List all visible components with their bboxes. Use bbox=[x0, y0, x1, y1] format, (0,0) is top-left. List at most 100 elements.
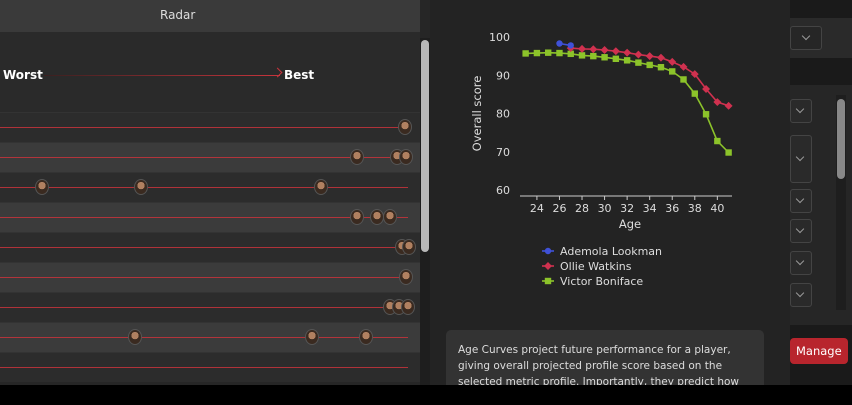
age-curve-chart: 60 70 80 90 100 24 26 28 30 32 34 36 38 40 Age Overall … bbox=[470, 31, 733, 288]
y-tick-label: 70 bbox=[496, 146, 510, 159]
y-tick-label: 90 bbox=[496, 69, 510, 82]
right-scrollbar[interactable] bbox=[836, 95, 846, 310]
player-avatar[interactable] bbox=[399, 149, 413, 165]
data-point bbox=[600, 46, 609, 54]
metric-row bbox=[0, 262, 420, 292]
data-point bbox=[567, 42, 574, 49]
data-point bbox=[669, 68, 676, 75]
metric-row bbox=[0, 292, 420, 322]
y-axis-label: Overall score bbox=[470, 76, 484, 152]
left-scrollbar-thumb[interactable] bbox=[421, 40, 429, 252]
scale-header: Worst Best bbox=[0, 32, 420, 112]
chevron-down-icon bbox=[801, 31, 811, 41]
player-avatar[interactable] bbox=[398, 119, 412, 135]
metric-select[interactable] bbox=[790, 219, 812, 243]
data-point bbox=[668, 57, 677, 66]
tab-radar[interactable]: Radar bbox=[0, 0, 420, 33]
legend-marker bbox=[544, 247, 552, 255]
legend-label: Ademola Lookman bbox=[560, 245, 662, 258]
data-point bbox=[578, 44, 586, 53]
data-point bbox=[612, 55, 620, 63]
data-point bbox=[691, 90, 698, 97]
metric-row bbox=[0, 172, 420, 202]
data-point bbox=[590, 52, 597, 60]
scale-worst-label: Worst bbox=[3, 68, 43, 82]
data-point bbox=[567, 50, 574, 58]
metric-track bbox=[0, 307, 408, 308]
data-point bbox=[533, 49, 541, 57]
metric-rows bbox=[0, 112, 420, 382]
player-avatar[interactable] bbox=[401, 299, 415, 315]
metric-row bbox=[0, 142, 420, 172]
player-avatar[interactable] bbox=[359, 329, 373, 345]
left-scrollbar[interactable] bbox=[420, 38, 430, 405]
age-curve-panel: 60 70 80 90 100 24 26 28 30 32 34 36 38 40 Age Overall … bbox=[430, 0, 790, 405]
chevron-down-icon bbox=[795, 152, 805, 162]
radar-panel: Radar Worst Best bbox=[0, 0, 430, 405]
player-avatar[interactable] bbox=[305, 329, 319, 345]
data-point bbox=[623, 48, 632, 57]
x-tick-label: 28 bbox=[575, 202, 589, 215]
controls-panel: Manage bbox=[790, 0, 852, 405]
player-avatar[interactable] bbox=[134, 179, 148, 195]
player-avatar[interactable] bbox=[399, 269, 413, 285]
legend-marker bbox=[544, 262, 552, 270]
info-text: Age Curves project future performance fo… bbox=[458, 344, 739, 404]
metric-select[interactable] bbox=[790, 99, 812, 123]
player-avatar[interactable] bbox=[402, 239, 416, 255]
x-tick-label: 34 bbox=[643, 202, 657, 215]
chart-axes: 60 70 80 90 100 24 26 28 30 32 34 36 38 40 Age Overall … bbox=[470, 31, 732, 231]
data-point bbox=[601, 54, 608, 61]
data-point bbox=[714, 137, 721, 145]
manage-button[interactable]: Manage bbox=[790, 338, 848, 364]
chevron-down-icon bbox=[795, 104, 805, 114]
player-avatar[interactable] bbox=[383, 209, 397, 225]
x-tick-label: 26 bbox=[552, 202, 566, 215]
data-point bbox=[544, 49, 552, 56]
x-tick-label: 32 bbox=[620, 202, 634, 215]
player-avatar[interactable] bbox=[370, 209, 384, 225]
metric-select[interactable] bbox=[790, 251, 812, 275]
x-tick-label: 30 bbox=[598, 202, 612, 215]
data-point bbox=[702, 111, 710, 118]
right-scrollbar-thumb[interactable] bbox=[837, 99, 845, 179]
metric-track bbox=[0, 217, 408, 218]
metric-row bbox=[0, 202, 420, 232]
x-tick-label: 40 bbox=[710, 202, 724, 215]
data-point bbox=[611, 47, 620, 56]
y-tick-label: 60 bbox=[496, 184, 510, 197]
player-avatar[interactable] bbox=[350, 149, 364, 165]
y-tick-label: 100 bbox=[489, 31, 510, 44]
player-avatar[interactable] bbox=[314, 179, 328, 195]
chevron-down-icon bbox=[795, 224, 805, 234]
data-point bbox=[680, 76, 687, 83]
chart-legend: Ademola Lookman Ollie Watkins Victor Bonif… bbox=[542, 245, 662, 288]
metric-row bbox=[0, 352, 420, 382]
legend-label: Ollie Watkins bbox=[560, 260, 632, 273]
metric-track bbox=[0, 157, 408, 158]
metric-row bbox=[0, 112, 420, 142]
scale-best-label: Best bbox=[284, 68, 315, 82]
player-avatar[interactable] bbox=[35, 179, 49, 195]
metric-track bbox=[0, 187, 408, 188]
x-axis-label: Age bbox=[619, 217, 641, 231]
player-avatar[interactable] bbox=[350, 209, 364, 225]
data-point bbox=[713, 98, 722, 106]
x-tick-label: 36 bbox=[665, 202, 679, 215]
x-tick-label: 24 bbox=[530, 202, 544, 215]
metric-select[interactable] bbox=[790, 283, 812, 307]
data-point bbox=[635, 59, 642, 66]
data-point bbox=[634, 50, 643, 59]
metric-select[interactable] bbox=[790, 135, 812, 183]
player-avatar[interactable] bbox=[128, 329, 142, 345]
metric-track bbox=[0, 127, 408, 128]
bottom-bar bbox=[0, 385, 852, 405]
metric-track bbox=[0, 337, 408, 338]
x-tick-label: 38 bbox=[688, 202, 702, 215]
profile-select[interactable] bbox=[790, 26, 822, 50]
series-line bbox=[525, 51, 730, 154]
metric-select[interactable] bbox=[790, 189, 812, 213]
data-point bbox=[725, 149, 732, 156]
scale-arrow bbox=[44, 75, 280, 76]
